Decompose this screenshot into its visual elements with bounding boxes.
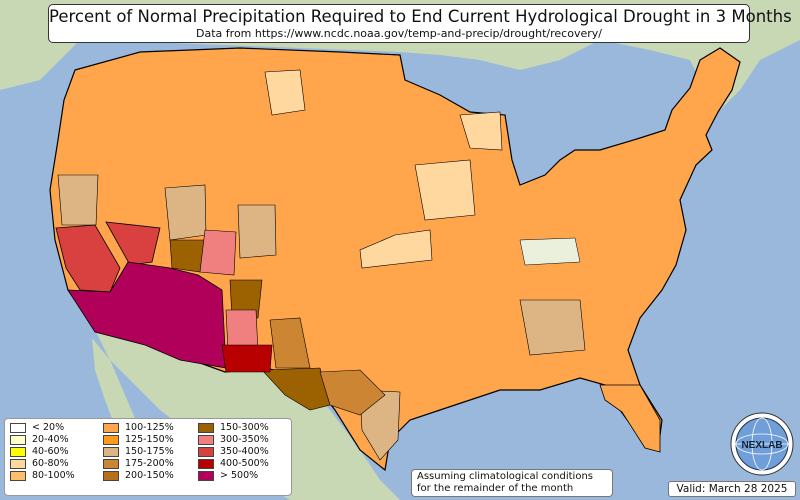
map-title: Percent of Normal Precipitation Required… xyxy=(49,7,792,26)
legend-item: < 20% xyxy=(10,422,75,434)
legend-swatch xyxy=(10,423,26,433)
legend-swatch xyxy=(103,459,119,469)
title-box: Percent of Normal Precipitation Required… xyxy=(48,4,792,43)
note-line-1: Assuming climatological conditions xyxy=(417,471,593,482)
legend-item: 60-80% xyxy=(10,458,75,470)
region-400-500-snm xyxy=(221,344,273,373)
legend-swatch xyxy=(198,459,214,469)
legend-item: 400-500% xyxy=(198,458,269,470)
region-175-200-nm-east xyxy=(269,317,311,369)
region-white-kentucky xyxy=(519,237,581,266)
legend-item: 300-350% xyxy=(198,434,269,446)
region-150-300-wtexas xyxy=(261,367,331,411)
region-60-80-northdakota xyxy=(264,69,306,116)
legend-swatch xyxy=(10,435,26,445)
region-300-350-nm xyxy=(199,229,237,276)
legend-item: 40-60% xyxy=(10,446,75,458)
legend-swatch xyxy=(198,447,214,457)
region-150-300-nm-east xyxy=(229,279,263,319)
legend-item: 200-150% xyxy=(103,470,174,482)
legend-swatch xyxy=(10,447,26,457)
map-subtitle: Data from https://www.ncdc.noaa.gov/temp… xyxy=(196,27,602,40)
region-150-175-utah xyxy=(164,184,207,241)
legend-item: 80-100% xyxy=(10,470,75,482)
legend-item: 20-40% xyxy=(10,434,75,446)
valid-date: Valid: March 28 2025 xyxy=(668,481,796,497)
legend-column-1: < 20% 20-40% 40-60% 60-80% 80-100% xyxy=(10,422,75,482)
region-60-80-missouri xyxy=(359,229,433,269)
region-175-200-texas xyxy=(319,369,386,416)
legend-item: > 500% xyxy=(198,470,269,482)
assumption-note: Assuming climatological conditions for t… xyxy=(411,469,613,497)
lake-huron xyxy=(545,110,590,160)
legend-swatch xyxy=(103,471,119,481)
legend-item: 125-150% xyxy=(103,434,174,446)
region-florida xyxy=(599,384,661,453)
legend-swatch xyxy=(198,435,214,445)
logo-text: NEXLAB xyxy=(741,440,782,451)
legend-item: 175-200% xyxy=(103,458,174,470)
region-150-175-georgia xyxy=(519,299,586,356)
region-150-300-utah-nm xyxy=(169,239,206,273)
legend-swatch xyxy=(103,447,119,457)
region-350-400-nevada xyxy=(105,221,161,266)
lake-superior xyxy=(440,80,560,110)
legend-item: 150-300% xyxy=(198,422,269,434)
region-150-175-texas xyxy=(359,389,401,461)
legend-item: 100-125% xyxy=(103,422,174,434)
legend-item: 350-400% xyxy=(198,446,269,458)
region-60-80-iowa xyxy=(414,159,476,221)
legend-swatch xyxy=(103,423,119,433)
legend-column-2: 100-125% 125-150% 150-175% 175-200% 200-… xyxy=(103,422,174,482)
mexico-land xyxy=(95,330,400,500)
legend: < 20% 20-40% 40-60% 60-80% 80-100% 100-1… xyxy=(4,418,292,496)
legend-item: 150-175% xyxy=(103,446,174,458)
region-150-175-colorado xyxy=(237,204,277,259)
region-60-80-wisconsin xyxy=(459,111,503,151)
legend-column-3: 150-300% 300-350% 350-400% 400-500% > 50… xyxy=(198,422,269,482)
note-line-2: for the remainder of the month xyxy=(417,483,574,494)
legend-swatch xyxy=(10,471,26,481)
legend-swatch xyxy=(103,435,119,445)
nexlab-globe-icon: NEXLAB xyxy=(730,412,794,476)
legend-swatch xyxy=(198,423,214,433)
region-150-175-nevada xyxy=(57,174,99,226)
legend-swatch xyxy=(10,459,26,469)
legend-swatch xyxy=(198,471,214,481)
region-gt500-southwest xyxy=(67,261,227,369)
